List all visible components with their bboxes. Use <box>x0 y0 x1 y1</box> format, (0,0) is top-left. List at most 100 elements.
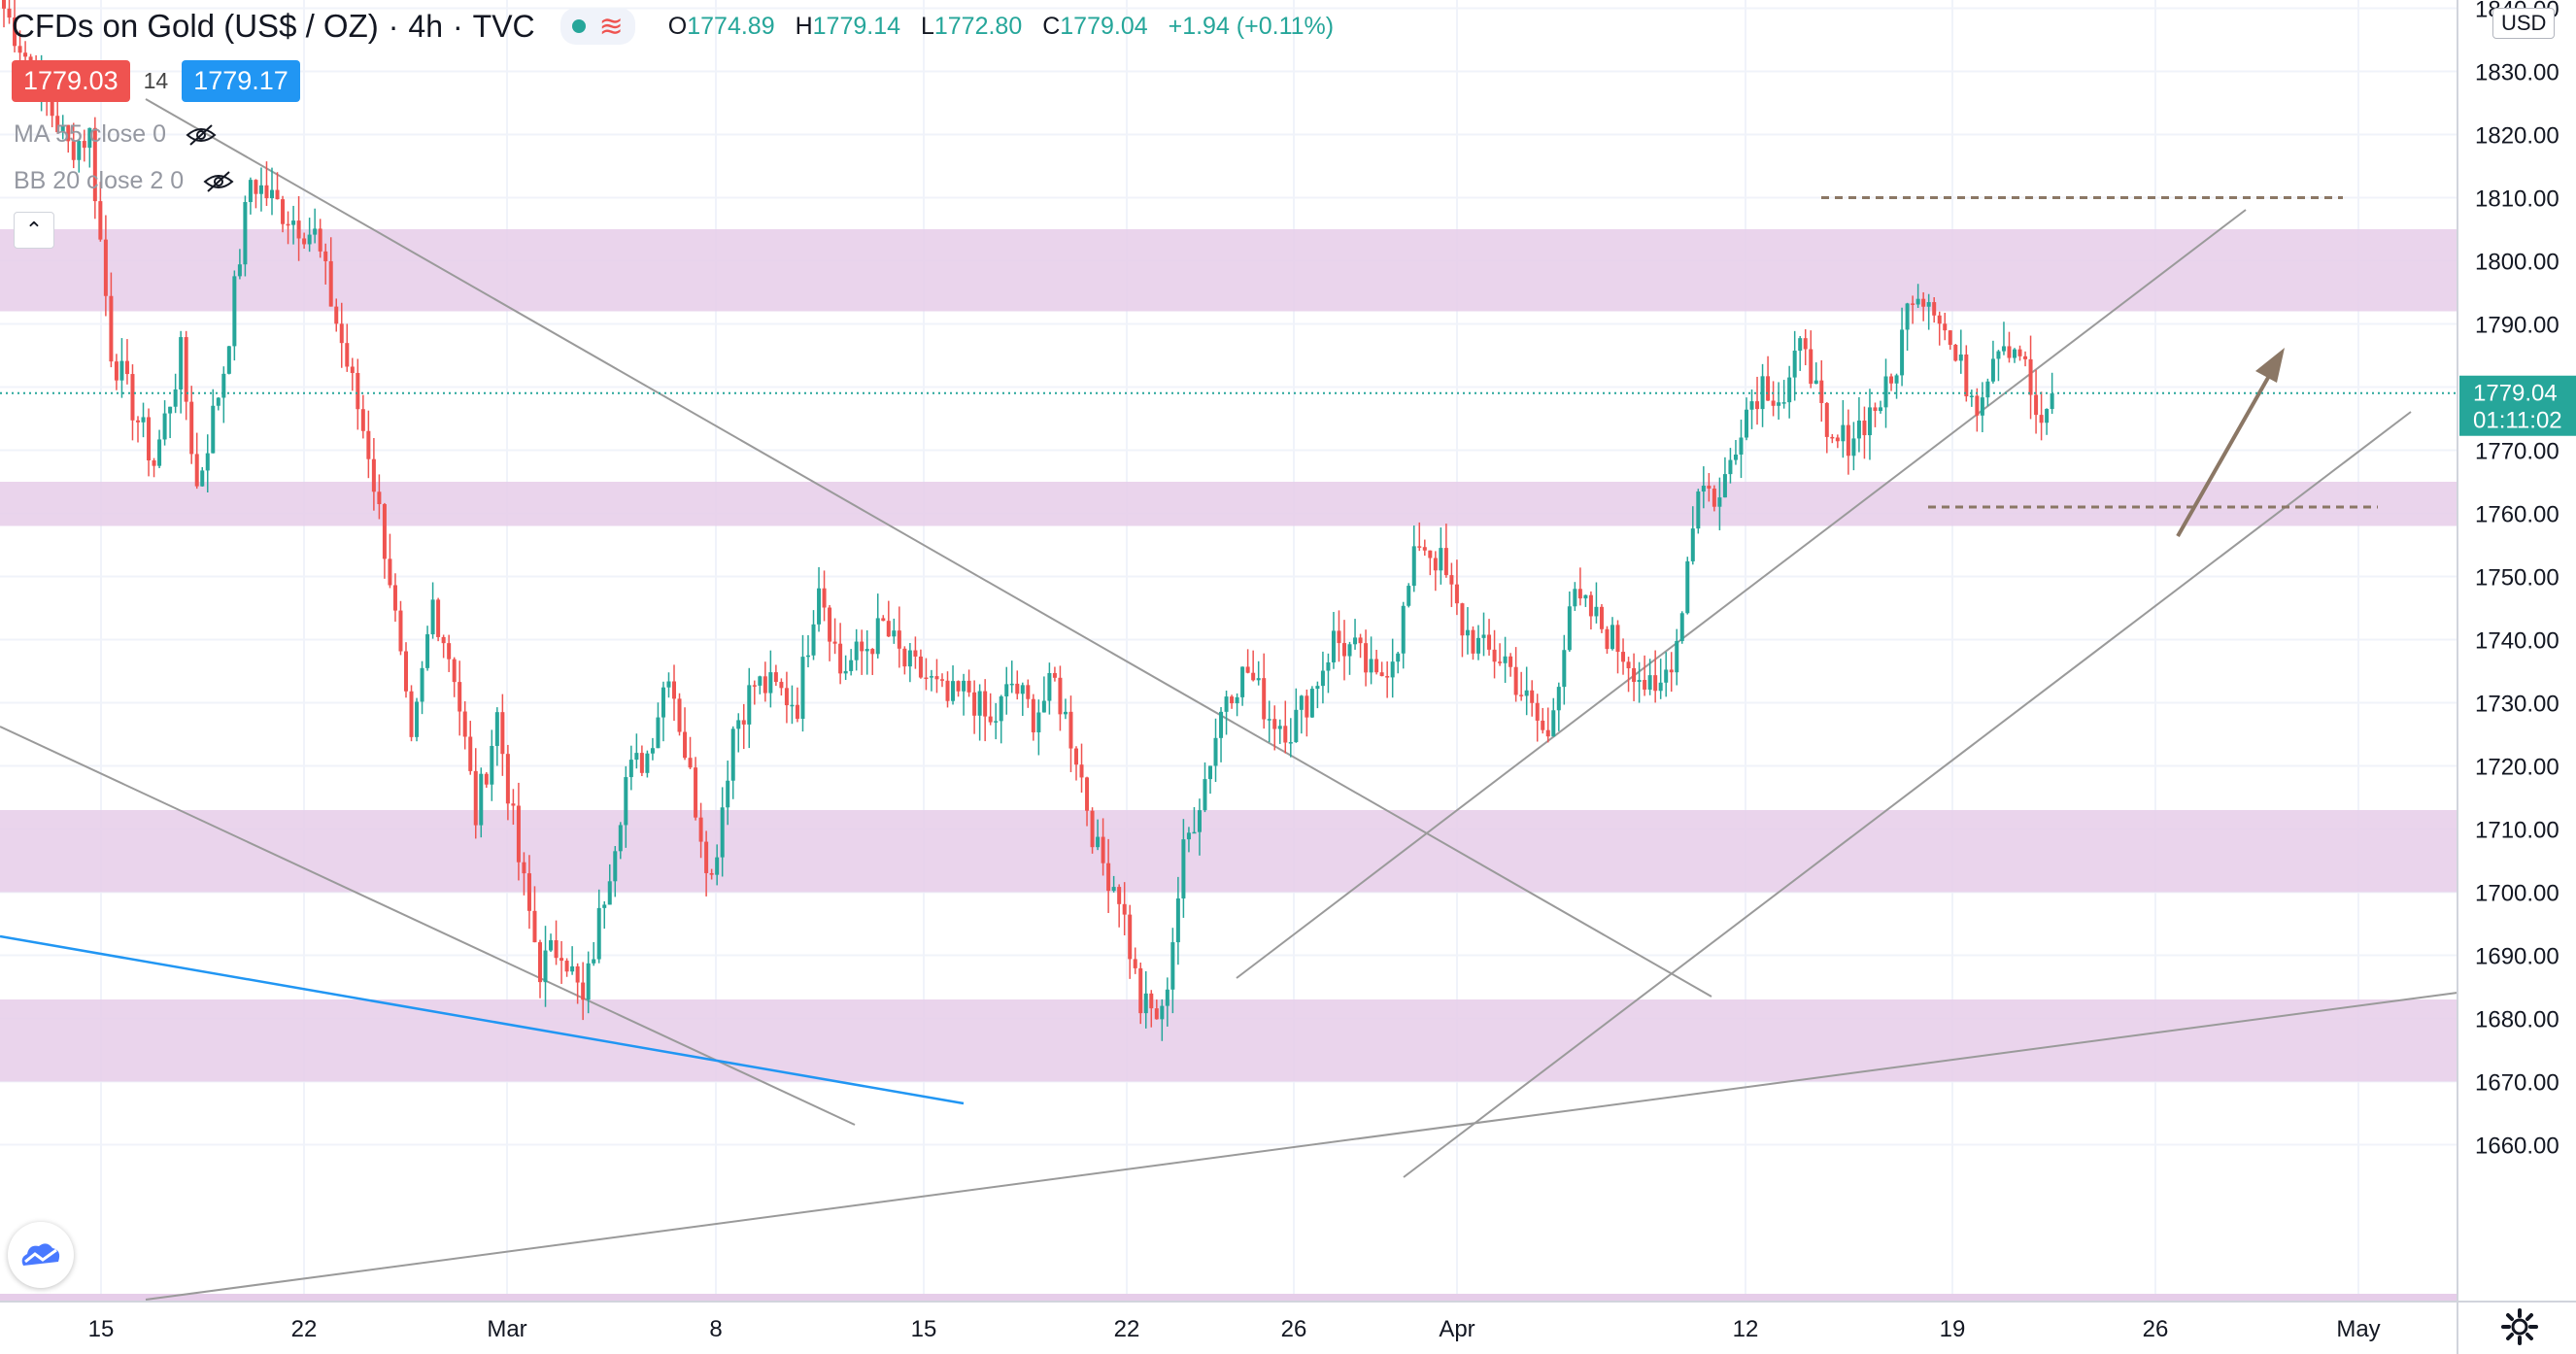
candle-body <box>157 439 162 466</box>
candle-body <box>1047 672 1052 701</box>
price-axis[interactable]: 1660.00 1670.00 1680.00 1690.00 1700.00 1710.… <box>2457 0 2576 1354</box>
price-tick-label: 1730.00 <box>2475 692 2559 718</box>
candle-body <box>1722 474 1727 498</box>
candle-body <box>1567 606 1572 651</box>
candle-body <box>1846 424 1850 457</box>
candle-body <box>23 52 28 57</box>
candle-body <box>1583 594 1588 599</box>
eye-hidden-icon[interactable] <box>186 123 217 147</box>
candle-body <box>1755 401 1760 410</box>
candle-body <box>795 704 799 719</box>
candle-body <box>1192 831 1197 834</box>
support-resistance-zone <box>0 810 2457 893</box>
candle-body <box>522 862 526 874</box>
candle-body <box>1626 661 1631 668</box>
candle-body <box>17 46 22 53</box>
candle-body <box>779 682 784 689</box>
candle-body <box>832 641 837 644</box>
candle-body <box>1733 454 1738 460</box>
candle-body <box>1074 748 1078 765</box>
symbol-name[interactable]: CFDs on Gold (US$ / OZ) <box>12 8 379 44</box>
candle-body <box>736 720 741 729</box>
candle-body <box>1643 680 1647 690</box>
candle-body <box>1305 695 1309 718</box>
candle-body <box>988 716 993 723</box>
candle-body <box>1921 298 1926 307</box>
candle-body <box>114 361 119 381</box>
candle-body <box>55 116 60 133</box>
candle-body <box>881 618 886 622</box>
candle-body <box>1524 690 1529 696</box>
indicator-ma[interactable]: MA 55 close 0 <box>14 120 217 149</box>
candle-body <box>1781 402 1786 404</box>
time-tick-label: 22 <box>291 1316 318 1342</box>
candle-body <box>897 630 901 649</box>
candle-body <box>1577 589 1582 599</box>
chevron-up-icon: ⌃ <box>24 218 44 242</box>
candle-body <box>849 660 854 671</box>
candle-body <box>1358 637 1363 644</box>
indicator-bb-label: BB 20 close 2 0 <box>14 167 185 194</box>
candle-body <box>1717 497 1722 507</box>
candle-body <box>1953 344 1958 361</box>
candle-body <box>371 458 376 492</box>
candle-body <box>1277 726 1282 729</box>
candle-body <box>87 127 92 149</box>
candle-body <box>730 728 735 781</box>
close-value: 1779.04 <box>1060 12 1148 40</box>
candle-body <box>784 688 789 706</box>
interval-label[interactable]: 4h <box>408 8 443 44</box>
candle-body <box>2028 358 2033 395</box>
candle-body <box>559 958 564 962</box>
market-status-pill[interactable]: ≋ <box>559 8 635 45</box>
collapse-legend-button[interactable]: ⌃ <box>14 212 54 249</box>
candle-body <box>773 672 778 683</box>
candle-body <box>264 185 269 199</box>
candle-body <box>1197 810 1202 832</box>
candle-body <box>258 185 263 194</box>
tradingview-logo-icon[interactable] <box>8 1222 74 1288</box>
candle-body <box>2023 355 2028 359</box>
candle-body <box>1299 695 1304 710</box>
buy-price-button[interactable]: 1779.17 <box>182 60 300 102</box>
candle-body <box>1985 381 1990 398</box>
candle-body <box>677 698 682 732</box>
candle-body <box>1288 742 1293 744</box>
candle-body <box>1975 395 1980 416</box>
candle-body <box>232 276 237 347</box>
candle-body <box>1599 606 1604 629</box>
candle-body <box>50 97 54 117</box>
candle-body <box>1862 420 1867 436</box>
time-tick-label: 26 <box>1281 1316 1307 1342</box>
candle-body <box>1498 661 1503 663</box>
candle-body <box>1637 680 1642 683</box>
candle-body <box>490 745 494 785</box>
candle-body <box>624 777 628 826</box>
candle-body <box>543 950 548 983</box>
trendline <box>1236 209 2247 979</box>
candle-body <box>747 685 752 725</box>
currency-button[interactable]: USD <box>2492 8 2556 39</box>
candle-body <box>2007 346 2012 358</box>
candle-body <box>870 649 875 655</box>
eye-hidden-icon[interactable] <box>203 170 234 193</box>
time-axis[interactable]: 15 22 Mar 8 15 22 26 Apr 12 19 26 May <box>0 1301 2576 1342</box>
candle-body <box>1428 550 1433 559</box>
candle-body <box>940 679 944 681</box>
candle-body <box>404 651 408 692</box>
candle-body <box>505 754 510 804</box>
candle-body <box>698 817 703 842</box>
low-label: L <box>920 12 934 40</box>
price-tick-label: 1690.00 <box>2475 944 2559 970</box>
candle-body <box>1911 303 1915 305</box>
price-tick-label: 1740.00 <box>2475 628 2559 655</box>
candle-body <box>1530 690 1535 703</box>
candle-body <box>613 851 618 882</box>
candle-body <box>907 650 912 667</box>
candle-body <box>392 585 397 611</box>
indicator-bb[interactable]: BB 20 close 2 0 <box>14 167 234 195</box>
gear-icon[interactable] <box>2500 1307 2539 1346</box>
sell-price-button[interactable]: 1779.03 <box>12 60 130 102</box>
candle-body <box>854 641 859 660</box>
